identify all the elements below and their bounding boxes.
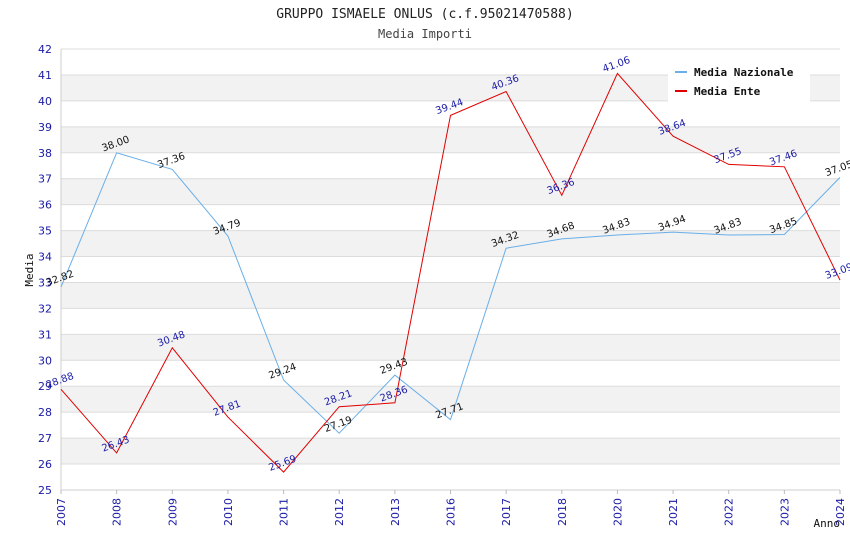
band (61, 334, 840, 361)
y-tick-label: 30 (38, 354, 52, 367)
y-tick-label: 38 (38, 147, 52, 160)
x-tick-label: 2010 (222, 498, 235, 526)
y-tick-label: 25 (38, 484, 52, 497)
band (61, 464, 840, 490)
x-tick-label: 2013 (389, 498, 402, 526)
band (61, 152, 840, 179)
band (61, 308, 840, 335)
y-tick-label: 33 (38, 276, 52, 289)
x-tick-label: 2011 (278, 498, 291, 526)
legend: Media Nazionale Media Ente (668, 62, 810, 102)
x-tick-label: 2023 (778, 498, 791, 526)
gridlines (61, 48, 840, 491)
x-tick-label: 2017 (500, 498, 513, 526)
x-tick-label: 2016 (445, 498, 458, 526)
band (61, 438, 840, 465)
x-tick-label: 2020 (611, 498, 624, 526)
y-tick-label: 40 (38, 95, 52, 108)
band (61, 360, 840, 387)
x-tick-label: 2024 (834, 498, 847, 526)
y-tick-label: 37 (38, 173, 52, 186)
legend-entry: Media Nazionale (694, 66, 794, 79)
legend-box (668, 62, 810, 102)
series-line-media-nazionale (60, 152, 841, 434)
legend-entry: Media Ente (694, 85, 761, 98)
y-tick-label: 39 (38, 121, 52, 134)
y-tick-label: 41 (38, 69, 52, 82)
chart-title: GRUPPO ISMAELE ONLUS (c.f.95021470588) (276, 7, 573, 22)
y-tick-label: 32 (38, 302, 52, 315)
series-line-media-ente (60, 72, 841, 473)
y-tick-label: 42 (38, 43, 52, 56)
chart-subtitle: Media Importi (378, 27, 472, 41)
y-tick-label: 26 (38, 458, 52, 471)
band (61, 412, 840, 439)
band (61, 204, 840, 231)
x-tick-label: 2009 (166, 498, 179, 526)
y-tick-label: 35 (38, 225, 52, 238)
band (61, 100, 840, 127)
band (61, 178, 840, 205)
band (61, 230, 840, 257)
y-tick-label: 34 (38, 251, 52, 264)
plot-background-bands (61, 49, 840, 490)
y-tick-label: 36 (38, 199, 52, 212)
band (61, 256, 840, 283)
y-tick-label: 31 (38, 328, 52, 341)
band (61, 386, 840, 413)
series-lines (60, 72, 841, 473)
y-axis-label: Media (23, 253, 36, 286)
y-tick-label: 29 (38, 380, 52, 393)
band (61, 126, 840, 153)
x-tick-label: 2008 (111, 498, 124, 526)
x-tick-label: 2007 (55, 498, 68, 526)
x-axis-ticks: 2007 2008 2009 2010 2011 2012 2013 2016 2017 2018… (55, 490, 847, 526)
y-tick-label: 28 (38, 406, 52, 419)
band (61, 282, 840, 309)
x-tick-label: 2022 (723, 498, 736, 526)
x-tick-label: 2012 (333, 498, 346, 526)
x-tick-label: 2018 (556, 498, 569, 526)
x-tick-label: 2021 (667, 498, 680, 526)
y-tick-label: 27 (38, 432, 52, 445)
y-axis-ticks: 25 26 27 28 29 30 31 32 33 34 35 36 37 38 39 40 41 42 (38, 43, 52, 497)
x-axis-label: Anno (814, 517, 841, 530)
